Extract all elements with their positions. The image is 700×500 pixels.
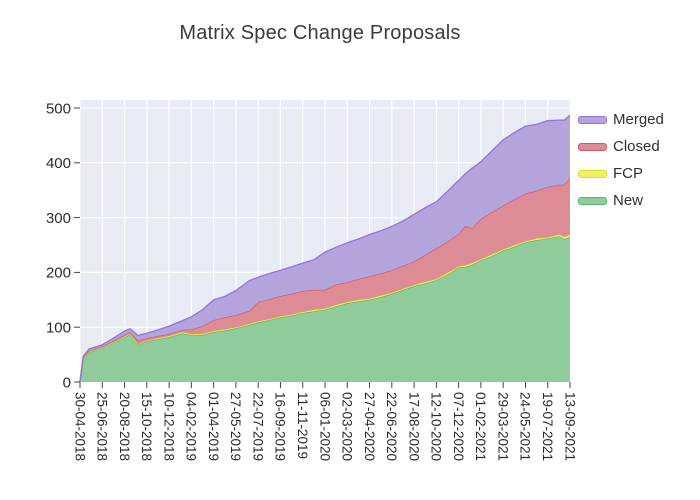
y-tick-label: 400: [46, 155, 71, 172]
x-tick-label: 06-01-2020: [317, 392, 332, 461]
x-tick-label: 17-08-2020: [406, 392, 421, 461]
legend-swatch-fcp: [578, 169, 607, 178]
x-tick-label: 12-10-2020: [429, 392, 444, 461]
x-tick-label: 07-12-2020: [451, 392, 466, 461]
x-tick-label: 04-02-2019: [184, 392, 199, 461]
legend-item-closed[interactable]: Closed: [578, 133, 664, 160]
x-tick-label: 19-07-2021: [540, 392, 555, 461]
area-new: [80, 236, 570, 382]
x-tick-label: 01-04-2019: [206, 392, 221, 461]
legend-swatch-closed: [578, 142, 607, 151]
x-tick-label: 22-07-2019: [250, 392, 265, 461]
legend-label: New: [613, 192, 644, 209]
x-tick-label: 20-08-2018: [117, 392, 132, 461]
area-merged: [80, 115, 570, 382]
x-tick-label: 22-06-2020: [384, 392, 399, 461]
legend-item-merged[interactable]: Merged: [578, 106, 664, 133]
line-merged: [79, 114, 571, 382]
y-tick-label: 0: [63, 374, 71, 391]
x-tick-label: 27-05-2019: [228, 392, 243, 461]
chart-title: Matrix Spec Change Proposals: [179, 22, 461, 44]
x-tick-label: 29-03-2021: [495, 392, 510, 461]
y-tick-label: 500: [46, 100, 71, 117]
legend-item-new[interactable]: New: [578, 187, 664, 214]
legend-swatch-merged: [578, 115, 607, 124]
x-tick-label: 01-02-2021: [473, 392, 488, 461]
y-tick-label: 300: [46, 210, 71, 227]
legend-label: Merged: [613, 111, 664, 128]
legend-swatch-new: [578, 196, 607, 205]
x-tick-label: 27-04-2020: [362, 392, 377, 461]
area-closed: [80, 178, 570, 382]
x-tick-label: 02-03-2020: [340, 392, 355, 461]
legend-item-fcp[interactable]: FCP: [578, 160, 664, 187]
x-tick-label: 13-09-2021: [562, 392, 577, 461]
x-tick-label: 16-09-2019: [273, 392, 288, 461]
legend-label: FCP: [613, 165, 643, 182]
x-tick-label: 11-11-2019: [295, 392, 310, 459]
x-tick-label: 24-05-2021: [518, 392, 533, 461]
x-tick-label: 30-04-2018: [72, 392, 87, 461]
x-tick-label: 25-06-2018: [95, 392, 110, 461]
x-tick-label: 10-12-2018: [161, 392, 176, 461]
x-tick-label: 15-10-2018: [139, 392, 154, 461]
legend-label: Closed: [613, 138, 660, 155]
y-tick-label: 200: [46, 265, 71, 282]
legend: Merged Closed FCP New: [578, 106, 664, 214]
y-tick-label: 100: [46, 319, 71, 336]
